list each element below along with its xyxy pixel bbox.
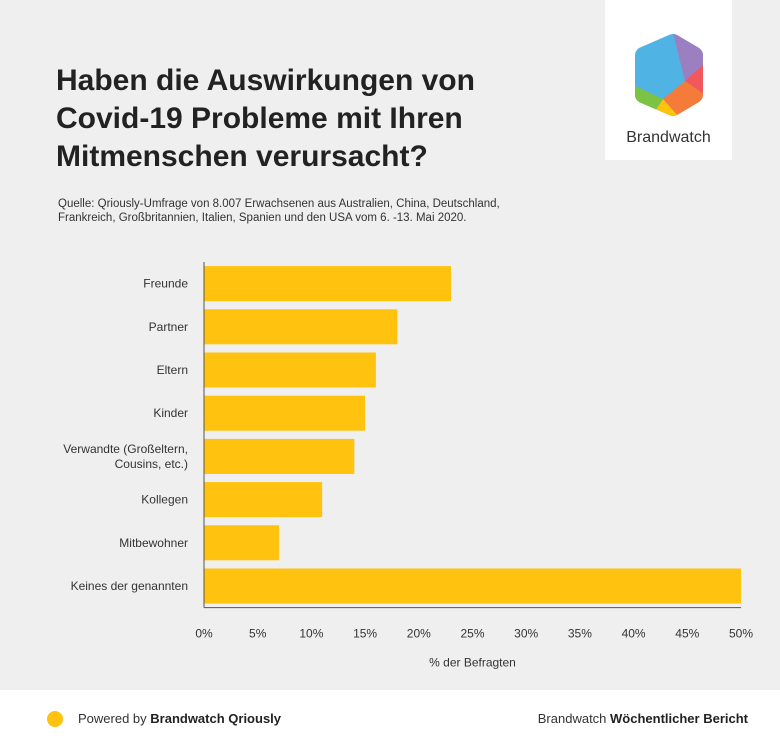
- x-axis-title: % der Befragten: [429, 656, 516, 670]
- x-tick-label: 50%: [729, 627, 753, 641]
- source-note: Quelle: Qriously-Umfrage von 8.007 Erwac…: [58, 197, 578, 225]
- x-tick-label: 40%: [622, 627, 646, 641]
- x-tick-label: 20%: [407, 627, 431, 641]
- category-label: Verwandte (Großeltern, Cousins, etc.): [63, 442, 188, 471]
- x-tick-label: 35%: [568, 627, 592, 641]
- footer-report-title: Wöchentlicher Bericht: [610, 711, 748, 726]
- category-label: Mitbewohner: [119, 536, 188, 550]
- x-tick-label: 25%: [460, 627, 484, 641]
- source-line: Quelle: Qriously-Umfrage von 8.007 Erwac…: [58, 198, 500, 210]
- footer-report-prefix: Brandwatch: [537, 711, 611, 726]
- x-tick-label: 5%: [249, 627, 267, 641]
- footer-dot: [47, 711, 63, 727]
- category-label: Eltern: [157, 363, 188, 377]
- title-line: Mitmenschen verursacht?: [56, 140, 428, 173]
- bar: [204, 438, 355, 474]
- x-tick-label: 45%: [675, 627, 699, 641]
- chart-title: Haben die Auswirkungen von Covid-19 Prob…: [56, 62, 576, 176]
- source-line: Frankreich, Großbritannien, Italien, Spa…: [58, 212, 467, 224]
- category-label: Keines der genannten: [71, 579, 188, 593]
- category-label: Kollegen: [141, 493, 188, 507]
- footer-report: Brandwatch Wöchentlicher Bericht: [538, 711, 748, 726]
- title-line: Haben die Auswirkungen von: [56, 64, 475, 97]
- footer: Powered by Brandwatch Qriously Brandwatc…: [0, 690, 780, 747]
- footer-prefix: Powered by: [78, 711, 151, 726]
- footer-powered-by: Powered by Brandwatch Qriously: [78, 711, 281, 726]
- category-label: Freunde: [143, 277, 188, 291]
- brandwatch-logo: Brandwatch: [605, 0, 732, 160]
- bar: [204, 568, 741, 604]
- bar: [204, 309, 398, 345]
- bar: [204, 482, 323, 518]
- category-label: Kinder: [153, 406, 188, 420]
- bar: [204, 352, 376, 388]
- bar: [204, 395, 366, 431]
- bar-chart: Freunde Partner Eltern Kinder Verwandte (Gro…: [63, 262, 753, 670]
- x-tick-label: 30%: [514, 627, 538, 641]
- x-tick-label: 15%: [353, 627, 377, 641]
- bar: [204, 266, 452, 302]
- title-line: Covid-19 Probleme mit Ihren: [56, 102, 463, 135]
- footer-brand: Brandwatch Qriously: [150, 711, 282, 726]
- brandwatch-hexagon-icon: [635, 34, 703, 116]
- x-tick-label: 0%: [195, 627, 213, 641]
- bar: [204, 525, 280, 561]
- x-tick-label: 10%: [299, 627, 323, 641]
- logo-text: Brandwatch: [626, 129, 711, 146]
- category-label: Partner: [149, 320, 188, 334]
